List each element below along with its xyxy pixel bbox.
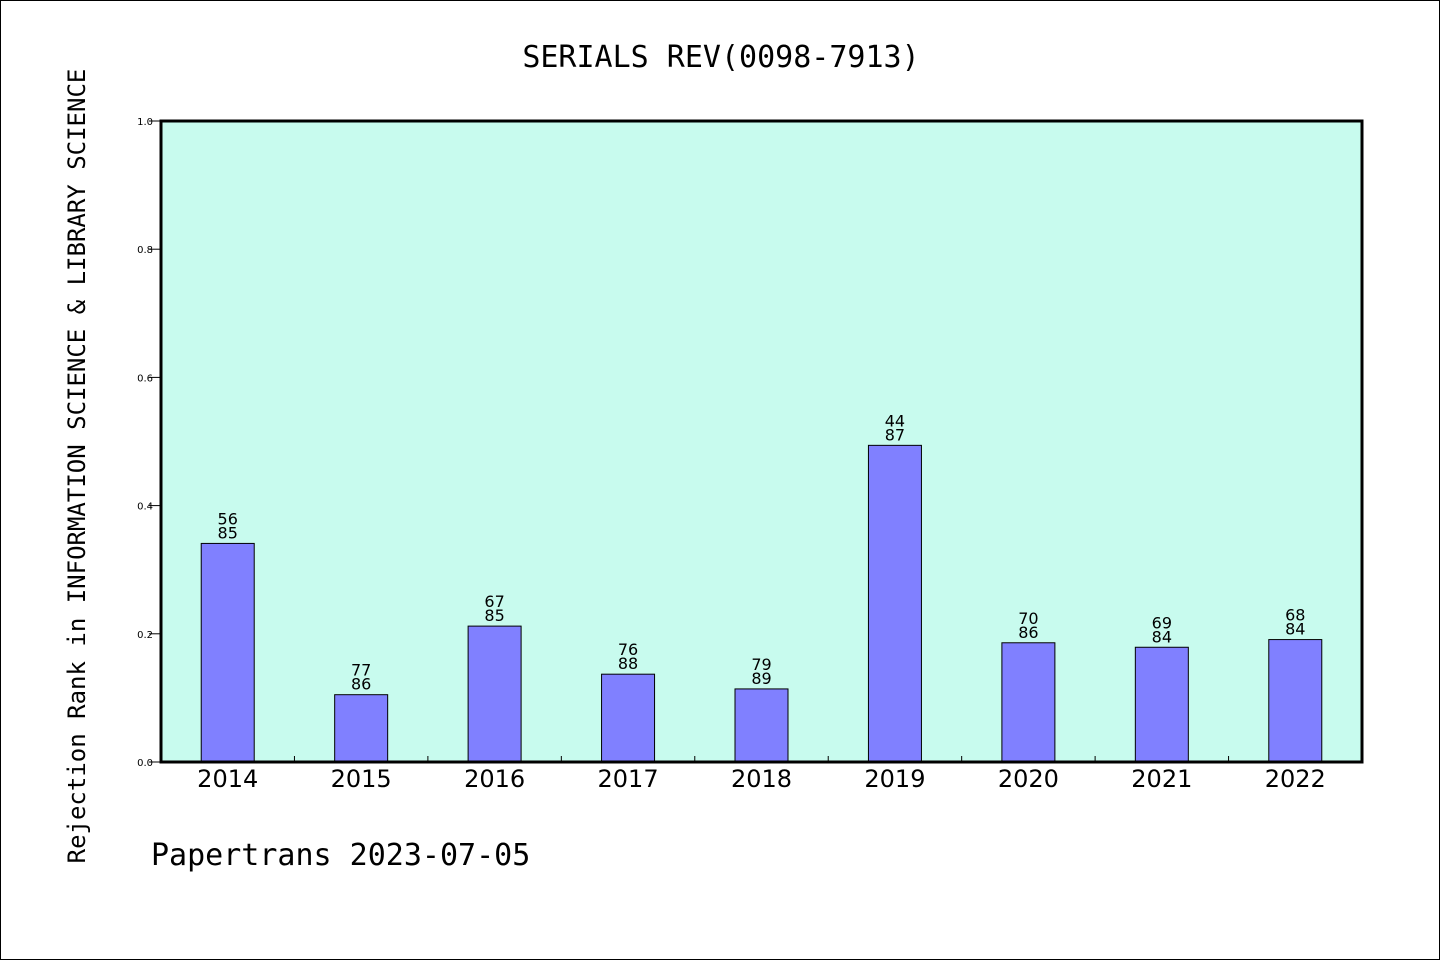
footer-credit: Papertrans 2023-07-05 — [151, 838, 530, 873]
bar-label-bottom: 87 — [885, 425, 905, 444]
bar-label-bottom: 84 — [1285, 620, 1305, 639]
bar-label-top: 56 — [218, 509, 238, 528]
bar-label-top: 76 — [618, 640, 638, 659]
bar-label-bottom: 86 — [351, 675, 371, 694]
y-axis-label: Rejection Rank in INFORMATION SCIENCE & … — [63, 69, 91, 864]
x-tick-label: 2016 — [464, 765, 525, 793]
x-tick-label: 2018 — [731, 765, 792, 793]
x-tick-label: 2015 — [331, 765, 392, 793]
bar — [601, 673, 656, 763]
bar-label-top: 44 — [885, 411, 905, 430]
bar-label-bottom: 84 — [1152, 627, 1172, 646]
y-tick-label: 0.6 — [137, 373, 153, 384]
bar-label-top: 70 — [1018, 609, 1038, 628]
chart-title: SERIALS REV(0098-7913) — [522, 40, 919, 75]
y-tick-label: 0.0 — [137, 758, 153, 769]
x-tick-label: 2017 — [598, 765, 659, 793]
bar — [467, 625, 522, 763]
plot-frame — [159, 119, 1364, 764]
bar-label-bottom: 85 — [218, 523, 238, 542]
bar-label-bottom: 88 — [618, 654, 638, 673]
bar-label-top: 67 — [484, 592, 504, 611]
bar — [734, 688, 789, 763]
y-tick-label: 0.2 — [137, 630, 153, 641]
x-tick-label: 2020 — [998, 765, 1059, 793]
bar-label-top: 77 — [351, 661, 371, 680]
bar-label-bottom: 86 — [1018, 623, 1038, 642]
bar — [1268, 639, 1323, 763]
bar — [334, 694, 389, 763]
bar-label-bottom: 89 — [751, 669, 771, 688]
bar — [1001, 642, 1056, 763]
bar-label-top: 69 — [1152, 613, 1172, 632]
x-tick-label: 2014 — [197, 765, 258, 793]
y-tick-label: 0.4 — [137, 502, 153, 513]
bar-label-bottom: 85 — [484, 606, 504, 625]
x-tick-label: 2021 — [1131, 765, 1192, 793]
bar — [867, 444, 922, 763]
x-tick-label: 2019 — [864, 765, 925, 793]
bar — [200, 542, 255, 763]
bar — [1134, 646, 1189, 763]
chart-marks: 0.00.20.40.60.81.05685201477862015678520… — [137, 117, 1326, 793]
x-tick-label: 2022 — [1265, 765, 1326, 793]
bar-label-top: 79 — [751, 655, 771, 674]
bar-label-top: 68 — [1285, 606, 1305, 625]
y-tick-label: 1.0 — [137, 117, 153, 128]
y-tick-label: 0.8 — [137, 245, 153, 256]
